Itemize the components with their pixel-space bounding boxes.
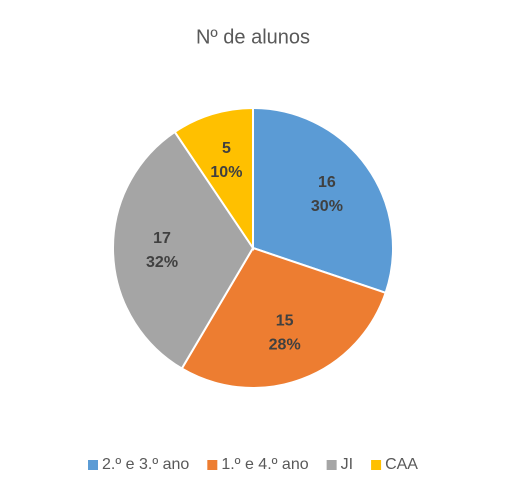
data-label: 28% [269, 337, 301, 354]
data-label: 32% [146, 254, 178, 271]
legend-label: 2.º e 3.º ano [102, 456, 189, 473]
legend-swatch [207, 460, 218, 470]
data-label: 15 [276, 313, 294, 330]
chart-title: Nº de alunos [196, 26, 310, 48]
pie-slice [112, 130, 255, 370]
legend-swatch [371, 460, 382, 470]
data-label: 16 [318, 174, 336, 191]
pie-slice [173, 106, 254, 252]
data-label: 10% [210, 164, 242, 181]
pie-slice [252, 106, 394, 295]
data-label: 30% [311, 198, 343, 215]
legend-swatch [326, 460, 337, 470]
legend-label: 1.º e 4.º ano [221, 456, 308, 473]
legend-swatch [88, 460, 99, 470]
legend-label: JI [341, 456, 353, 473]
data-label: 5 [222, 140, 231, 157]
legend-label: CAA [385, 456, 418, 473]
data-label: 17 [153, 230, 171, 247]
